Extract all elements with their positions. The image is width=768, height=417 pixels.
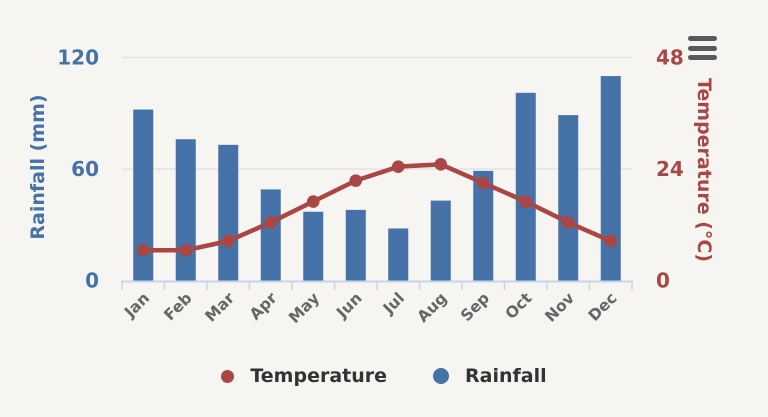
temperature-marker-sep[interactable]: [476, 176, 490, 190]
temperature-marker-mar[interactable]: [221, 234, 235, 248]
rainfall-bar-sep[interactable]: [473, 170, 494, 282]
rainfall-bar-nov[interactable]: [558, 115, 579, 282]
x-axis-label-mar: Mar: [202, 289, 239, 326]
rainfall-bar-mar[interactable]: [218, 144, 239, 282]
x-axis-label-dec: Dec: [585, 289, 621, 325]
temperature-marker-jul[interactable]: [391, 160, 405, 173]
rainfall-bar-jun[interactable]: [345, 209, 366, 282]
rainfall-legend-marker-icon: [433, 368, 450, 384]
x-axis-label-apr: Apr: [246, 289, 281, 324]
rainfall-bar-may[interactable]: [303, 211, 324, 282]
temperature-marker-jun[interactable]: [349, 174, 363, 187]
x-axis-label-jul: Jul: [379, 289, 408, 318]
temperature-line: [141, 162, 613, 253]
rainfall-bar-feb[interactable]: [175, 139, 196, 282]
legend-item-rainfall[interactable]: Rainfall: [433, 365, 547, 387]
x-axis-label-feb: Feb: [161, 289, 196, 324]
hamburger-icon: [688, 45, 717, 51]
temperature-marker-apr[interactable]: [264, 216, 278, 229]
chart-legend: Temperature Rainfall: [0, 365, 768, 387]
right-axis-tick-label: 0: [656, 269, 670, 293]
left-axis-tick-label: 0: [85, 269, 99, 293]
rainfall-bar-jan[interactable]: [133, 109, 154, 282]
left-axis-tick-label: 120: [57, 46, 99, 70]
rainfall-bar-aug[interactable]: [430, 200, 451, 282]
legend-item-temperature[interactable]: Temperature: [221, 365, 387, 387]
x-axis-label-jan: Jan: [120, 289, 153, 322]
temperature-legend-label: Temperature: [250, 365, 388, 387]
x-axis-label-may: May: [285, 289, 323, 327]
rainfall-legend-label: Rainfall: [465, 365, 547, 387]
plot-area: 0 60 120 0 24 48 Jan Feb Mar Apr May Jun Jul Aug Sep Oc…: [57, 46, 684, 327]
rainfall-bar-oct[interactable]: [515, 92, 536, 282]
x-axis-label-oct: Oct: [502, 289, 536, 323]
temperature-marker-feb[interactable]: [179, 244, 193, 257]
rainfall-bar-apr[interactable]: [260, 189, 281, 282]
x-axis-label-nov: Nov: [541, 289, 578, 326]
temperature-marker-aug[interactable]: [434, 158, 448, 171]
hamburger-icon: [688, 55, 717, 60]
rainfall-bar-dec[interactable]: [600, 76, 621, 282]
temperature-marker-dec[interactable]: [604, 234, 618, 248]
rainfall-bar-jul[interactable]: [388, 228, 409, 282]
temperature-legend-marker-icon: [221, 369, 235, 383]
x-axis-label-sep: Sep: [457, 289, 493, 325]
x-axis-label-aug: Aug: [414, 289, 451, 326]
x-axis-label-jun: Jun: [332, 289, 365, 322]
chart-context-menu-button[interactable]: [685, 34, 720, 62]
temperature-marker-jan[interactable]: [136, 244, 150, 257]
right-axis-tick-label: 48: [656, 46, 684, 70]
temperature-marker-may[interactable]: [306, 195, 320, 208]
hamburger-icon: [688, 36, 717, 41]
right-axis-tick-label: 24: [656, 157, 684, 181]
temperature-marker-oct[interactable]: [519, 195, 533, 208]
left-axis-tick-label: 60: [71, 157, 99, 181]
temperature-marker-nov[interactable]: [561, 216, 575, 229]
